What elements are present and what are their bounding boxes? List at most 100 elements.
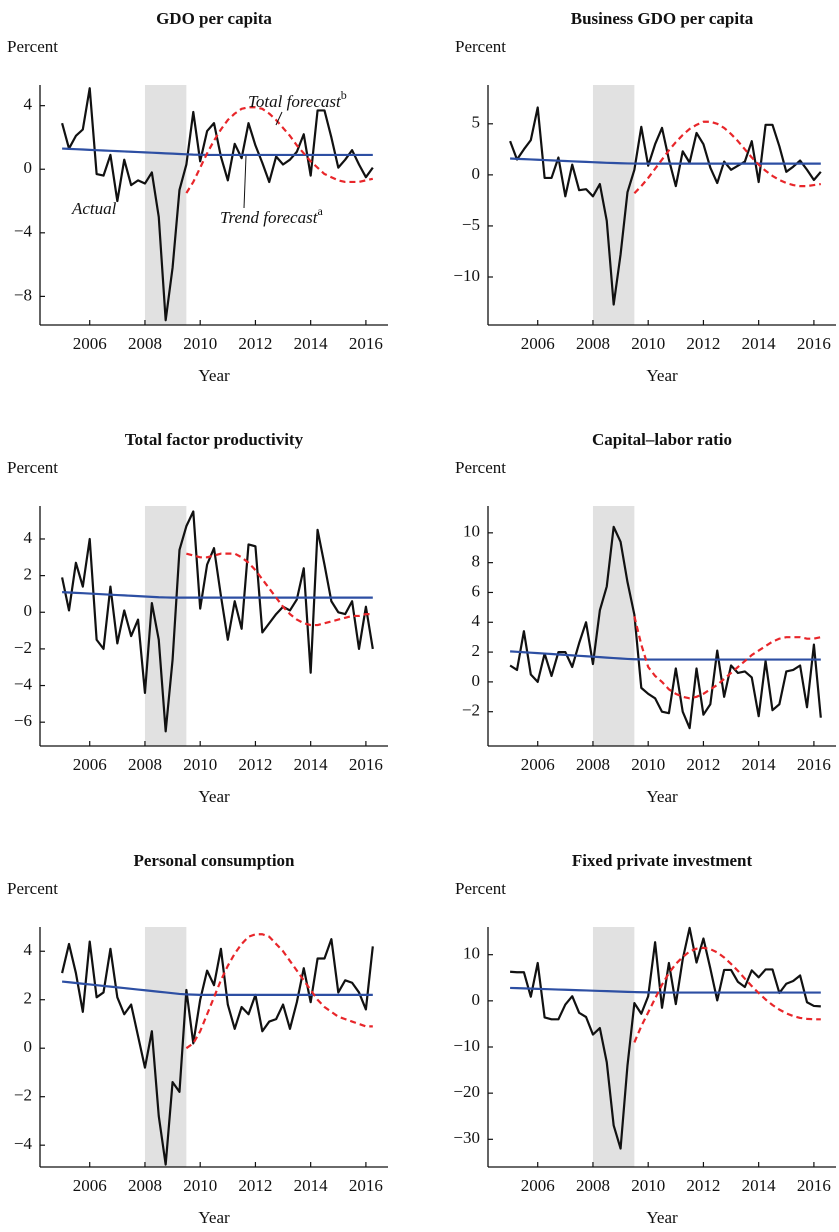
annotation-text: Actual (71, 199, 117, 218)
chart-title: Capital–labor ratio (592, 430, 732, 449)
y-tick-label: −2 (462, 701, 480, 720)
x-tick-label: 2008 (128, 334, 162, 353)
x-tick-label: 2014 (742, 334, 777, 353)
y-tick-label: 0 (472, 990, 481, 1009)
x-tick-label: 2012 (686, 755, 720, 774)
series-line (186, 552, 373, 627)
y-tick-label: −8 (14, 285, 32, 304)
annotation: Actual (71, 199, 117, 218)
x-tick-label: 2014 (742, 1176, 777, 1195)
x-axis-label: Year (198, 366, 230, 385)
y-tick-label: −2 (14, 638, 32, 657)
y-tick-label: 0 (24, 158, 33, 177)
series-line (185, 933, 373, 1050)
y-tick-label: −4 (14, 1134, 33, 1153)
y-tick-label: −5 (462, 215, 480, 234)
series-line (510, 650, 821, 661)
series-line (61, 938, 374, 1166)
y-axis-label: Percent (7, 458, 58, 477)
x-tick-label: 2006 (521, 334, 555, 353)
y-tick-label: −4 (14, 674, 33, 693)
recession-shade (592, 85, 635, 325)
annotation-leader (243, 155, 247, 209)
y-tick-label: 0 (472, 671, 481, 690)
y-axis-label: Percent (7, 37, 58, 56)
chart-title: Fixed private investment (572, 851, 753, 870)
y-tick-label: 6 (472, 581, 481, 600)
y-tick-label: 10 (463, 944, 480, 963)
y-tick-label: 0 (24, 601, 33, 620)
annotation-text: Trend forecast (220, 208, 319, 227)
y-axis-label: Percent (455, 37, 506, 56)
annotation: Trend forecasta (220, 204, 323, 227)
x-tick-label: 2012 (238, 1176, 272, 1195)
series-line (185, 106, 374, 194)
y-tick-label: 4 (24, 95, 33, 114)
y-tick-label: 8 (472, 552, 481, 571)
x-tick-label: 2008 (128, 1176, 162, 1195)
series-line (509, 525, 822, 730)
recession-shade (144, 506, 187, 746)
y-tick-label: 2 (472, 641, 481, 660)
x-tick-label: 2016 (349, 1176, 383, 1195)
y-tick-label: 4 (472, 611, 481, 630)
x-tick-label: 2008 (576, 755, 610, 774)
y-tick-label: 5 (472, 113, 481, 132)
x-tick-label: 2016 (349, 755, 383, 774)
x-tick-label: 2010 (183, 334, 217, 353)
y-tick-label: 0 (472, 164, 481, 183)
y-axis-label: Percent (455, 458, 506, 477)
recession-shade (592, 506, 635, 746)
annotation-sup: b (341, 88, 347, 102)
chart-title: Total factor productivity (125, 430, 304, 449)
annotation-leader (275, 111, 283, 126)
x-tick-label: 2006 (521, 1176, 555, 1195)
y-tick-label: 0 (24, 1037, 33, 1056)
y-tick-label: −4 (14, 222, 33, 241)
y-tick-label: −10 (453, 1036, 480, 1055)
x-tick-label: 2012 (238, 334, 272, 353)
series-line (509, 106, 822, 306)
annotation: Total forecastb (248, 88, 347, 111)
x-tick-label: 2014 (294, 334, 329, 353)
x-tick-label: 2014 (294, 1176, 329, 1195)
y-tick-label: 4 (24, 528, 33, 547)
y-axis-label: Percent (7, 879, 58, 898)
y-tick-label: 10 (463, 522, 480, 541)
annotation-sup: a (317, 204, 323, 218)
series-line (62, 591, 373, 599)
series-line (61, 510, 374, 733)
y-tick-label: 4 (24, 940, 33, 959)
x-tick-label: 2014 (742, 755, 777, 774)
x-axis-label: Year (198, 1208, 230, 1227)
recession-shade (592, 927, 635, 1167)
x-tick-label: 2008 (128, 755, 162, 774)
y-tick-label: −6 (14, 711, 32, 730)
y-axis-label: Percent (455, 879, 506, 898)
recession-shade (144, 927, 187, 1167)
chart-title: Personal consumption (133, 851, 295, 870)
x-tick-label: 2014 (294, 755, 329, 774)
x-tick-label: 2006 (521, 755, 555, 774)
x-tick-label: 2006 (73, 1176, 107, 1195)
x-tick-label: 2016 (797, 755, 831, 774)
x-tick-label: 2006 (73, 334, 107, 353)
x-tick-label: 2010 (631, 334, 665, 353)
y-tick-label: −10 (453, 266, 480, 285)
series-line (510, 157, 821, 165)
x-axis-label: Year (198, 787, 230, 806)
x-tick-label: 2016 (797, 1176, 831, 1195)
x-tick-label: 2010 (183, 755, 217, 774)
x-tick-label: 2008 (576, 1176, 610, 1195)
y-tick-label: 2 (24, 565, 33, 584)
x-tick-label: 2012 (238, 755, 272, 774)
series-line (61, 87, 374, 322)
series-line (633, 616, 822, 700)
x-tick-label: 2008 (576, 334, 610, 353)
x-tick-label: 2016 (797, 334, 831, 353)
series-line (62, 147, 373, 157)
series-line (510, 986, 821, 994)
y-tick-label: −30 (453, 1128, 480, 1147)
x-tick-label: 2006 (73, 755, 107, 774)
